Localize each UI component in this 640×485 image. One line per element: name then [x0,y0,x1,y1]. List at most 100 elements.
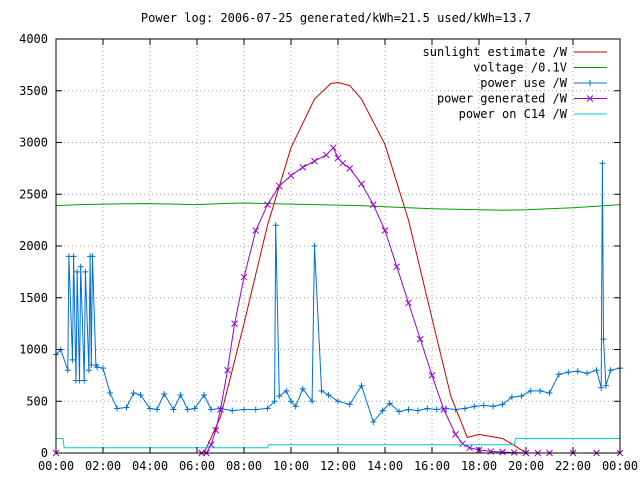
y-tick-label: 0 [41,446,48,460]
x-tick-label: 18:00 [461,459,497,473]
data-point-power-use-w [508,394,515,401]
data-point-power-generated-w [358,180,365,188]
data-point-power-use-w [252,406,259,413]
data-point-power-use-w [130,389,137,396]
data-point-power-use-w [208,406,215,413]
data-point-power-use-w [471,403,478,410]
x-tick-label: 20:00 [508,459,544,473]
data-point-power-use-w [288,398,294,405]
x-tick-label: 00:00 [38,459,74,473]
x-tick-label: 22:00 [555,459,591,473]
data-point-power-use-w [107,389,114,396]
series-line-power-on-c14-w [56,438,620,449]
data-point-power-use-w [81,377,88,384]
data-point-power-use-w [123,404,130,411]
legend-label-power-use-w: power use /W [480,76,567,90]
data-point-power-use-w [184,406,191,413]
data-point-power-use-w [346,401,353,408]
data-point-power-generated-w [339,159,347,167]
legend-label-sunlight-estimate-w: sunlight estimate /W [423,45,568,59]
data-point-power-use-w [480,402,487,409]
data-point-power-generated-w [510,449,518,456]
data-point-power-use-w [100,365,106,372]
data-point-power-use-w [77,263,84,270]
data-point-power-generated-w [329,144,337,152]
data-point-power-use-w [147,405,153,412]
y-tick-label: 3500 [19,84,48,98]
series-sunlight-estimate-w [56,81,620,454]
x-tick-label: 02:00 [85,459,121,473]
data-point-power-generated-w [393,263,401,271]
data-point-power-generated-w [428,372,436,379]
data-point-power-use-w [490,403,497,410]
x-tick-label: 14:00 [367,459,403,473]
data-point-power-use-w [584,370,591,377]
data-point-power-generated-w [311,157,318,165]
data-point-power-use-w [370,418,377,425]
data-point-power-use-w [599,160,606,167]
data-point-power-generated-w [381,227,389,234]
data-point-power-generated-w [346,165,354,172]
data-point-power-generated-w [299,163,307,171]
data-point-power-use-w [546,389,553,396]
data-point-power-use-w [74,268,81,275]
x-tick-label: 04:00 [132,459,168,473]
data-point-power-use-w [69,356,76,363]
data-point-power-use-w [70,253,77,260]
legend-label-voltage-0-1v: voltage /0.1V [473,61,567,75]
data-point-power-generated-w [264,201,271,208]
data-point-power-use-w [433,406,440,413]
data-point-power-use-w [89,253,96,260]
data-point-power-generated-w [452,431,459,438]
axis-ticks: 0 500 1000 1500 2000 2500 3000 3500 4000 00:00 02:… [19,32,638,473]
data-point-power-use-w [527,387,534,394]
data-point-power-use-w [602,382,609,389]
legend-label-power-on-c14-w: power on C14 /W [459,107,568,121]
data-point-power-use-w [170,406,177,413]
data-point-power-use-w [461,405,468,412]
legend-marker-power-use-w [587,80,593,86]
data-point-power-use-w [358,382,365,389]
data-point-power-use-w [64,367,71,374]
data-point-power-use-w [154,406,161,413]
data-point-power-use-w [177,392,184,399]
legend-marker-power-generated-w [586,95,594,102]
data-point-power-generated-w [416,335,424,343]
data-point-power-generated-w [275,182,283,190]
data-point-power-use-w [537,387,544,394]
data-point-power-use-w [114,405,121,412]
series-line-sunlight-estimate-w [56,81,620,454]
data-point-power-generated-w [287,172,295,179]
data-point-power-use-w [191,405,198,412]
data-point-power-use-w [299,385,306,392]
data-point-power-use-w [499,401,506,408]
data-point-power-use-w [272,222,279,229]
data-point-power-use-w [414,407,421,414]
legend-label-power-generated-w: power generated /W [437,92,568,106]
data-point-power-use-w [335,398,341,405]
data-point-power-use-w [600,336,607,343]
x-tick-label: 16:00 [414,459,450,473]
data-point-power-generated-w [217,406,224,413]
data-point-power-use-w [325,392,332,399]
y-tick-label: 2500 [19,187,48,201]
series-line-voltage-0-1v [55,202,621,211]
x-tick-label: 08:00 [226,459,262,473]
data-point-power-generated-w [212,426,220,434]
data-point-power-generated-w [322,151,330,159]
data-point-power-use-w [574,368,581,375]
data-point-power-generated-w [369,201,377,208]
data-point-power-generated-w [440,406,448,413]
data-point-power-generated-w [207,441,215,449]
x-tick-label: 00:00 [602,459,638,473]
data-point-power-generated-w [231,320,238,327]
data-point-power-generated-w [499,448,506,456]
y-tick-label: 1000 [19,343,48,357]
data-point-power-use-w [309,398,316,405]
data-point-power-use-w [311,243,318,249]
data-point-power-use-w [607,367,614,374]
data-point-power-use-w [593,367,600,374]
y-tick-label: 2000 [19,239,48,253]
